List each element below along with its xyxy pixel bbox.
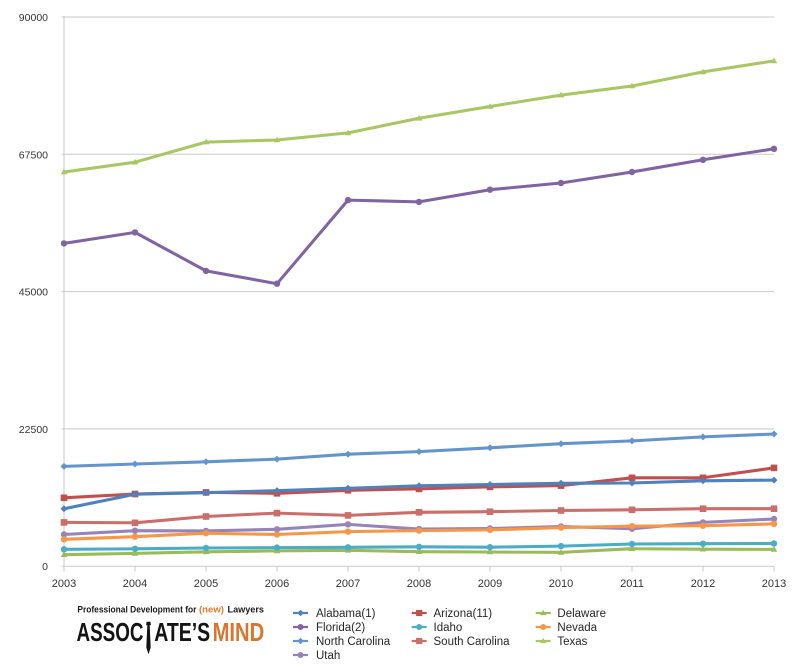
svg-text:22500: 22500 <box>19 424 48 436</box>
svg-text:2012: 2012 <box>691 578 715 590</box>
svg-text:2008: 2008 <box>407 578 431 590</box>
svg-text:45000: 45000 <box>19 287 48 299</box>
svg-text:67500: 67500 <box>19 149 48 161</box>
svg-text:Lawyers: Lawyers <box>228 605 265 615</box>
svg-text:MIND: MIND <box>213 617 265 647</box>
svg-text:Florida(2): Florida(2) <box>316 622 365 634</box>
svg-text:South Carolina: South Carolina <box>434 636 511 648</box>
svg-text:90000: 90000 <box>19 12 48 24</box>
svg-text:2006: 2006 <box>265 578 289 590</box>
svg-text:Nevada: Nevada <box>557 622 597 634</box>
svg-text:2013: 2013 <box>762 578 786 590</box>
svg-text:North Carolina: North Carolina <box>316 636 391 648</box>
svg-text:Professional Development for: Professional Development for <box>77 605 196 615</box>
svg-text:2007: 2007 <box>336 578 360 590</box>
svg-text:2005: 2005 <box>194 578 218 590</box>
svg-text:(new): (new) <box>199 605 224 615</box>
svg-text:2004: 2004 <box>123 578 147 590</box>
svg-text:2009: 2009 <box>478 578 502 590</box>
svg-text:Utah: Utah <box>316 650 340 662</box>
svg-text:2011: 2011 <box>620 578 644 590</box>
svg-text:Alabama(1): Alabama(1) <box>316 608 376 620</box>
svg-text:ASSOC: ASSOC <box>77 617 144 647</box>
svg-text:Idaho: Idaho <box>434 622 463 634</box>
svg-text:Delaware: Delaware <box>557 608 606 620</box>
svg-text:0: 0 <box>42 561 48 573</box>
svg-text:2003: 2003 <box>52 578 76 590</box>
svg-text:Arizona(11): Arizona(11) <box>434 608 493 620</box>
svg-text:Texas: Texas <box>557 636 587 648</box>
svg-text:2010: 2010 <box>549 578 573 590</box>
svg-text:ATE’S: ATE’S <box>154 617 210 647</box>
